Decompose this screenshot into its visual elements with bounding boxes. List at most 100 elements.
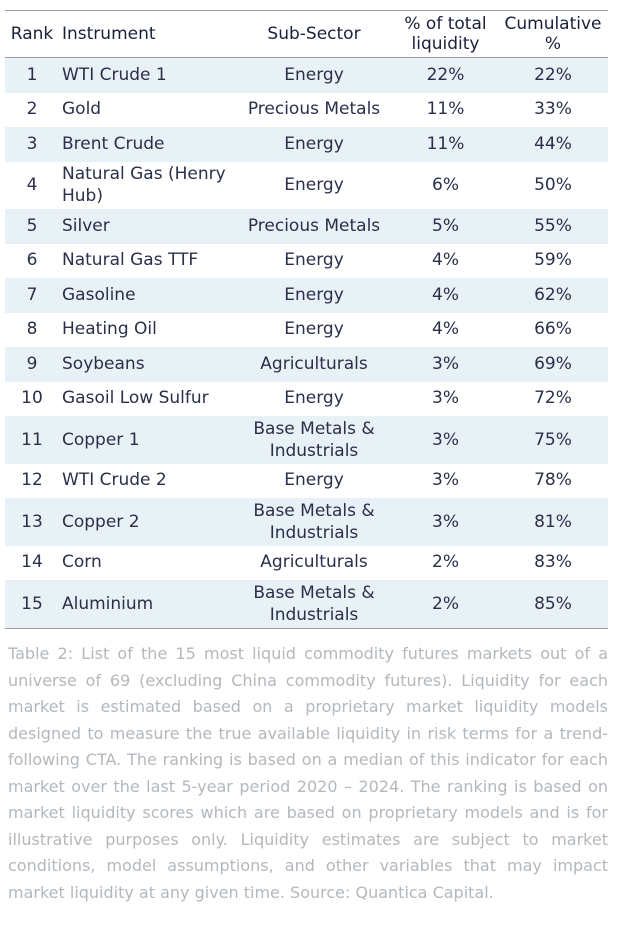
cell-sub-sector: Precious Metals: [247, 99, 381, 120]
cell-rank: 8: [26, 319, 38, 340]
cell-rank: 1: [26, 64, 38, 85]
cell-rank: 2: [26, 99, 38, 120]
cell-pct-total: 3%: [432, 429, 459, 450]
cell-sub-sector: Energy: [284, 284, 344, 305]
cell-instrument: Natural Gas TTF: [62, 250, 199, 271]
cell-sub-sector: Base Metals & Industrials: [253, 500, 375, 543]
cell-cumulative: 69%: [534, 353, 572, 374]
cell-rank: 13: [21, 511, 43, 532]
cell-cumulative: 50%: [534, 175, 572, 196]
cell-cumulative: 66%: [534, 319, 572, 340]
table-row: 13 Copper 2 Base Metals & Industrials 3% 81%: [5, 498, 608, 546]
cell-sub-sector: Energy: [284, 133, 344, 154]
cell-cumulative: 83%: [534, 552, 572, 573]
cell-pct-total: 3%: [432, 353, 459, 374]
cell-sub-sector: Energy: [284, 388, 344, 409]
cell-sub-sector: Energy: [284, 64, 344, 85]
cell-cumulative: 62%: [534, 284, 572, 305]
cell-rank: 7: [26, 284, 38, 305]
cell-instrument: Corn: [62, 552, 102, 573]
cell-cumulative: 22%: [534, 64, 572, 85]
table-row: 3 Brent Crude Energy 11% 44%: [5, 127, 608, 162]
cell-pct-total: 4%: [432, 250, 459, 271]
cell-cumulative: 81%: [534, 511, 572, 532]
table-row: 10 Gasoil Low Sulfur Energy 3% 72%: [5, 382, 608, 417]
cell-cumulative: 55%: [534, 215, 572, 236]
cell-cumulative: 75%: [534, 429, 572, 450]
table-row: 9 Soybeans Agriculturals 3% 69%: [5, 347, 608, 382]
cell-rank: 10: [21, 388, 43, 409]
cell-pct-total: 5%: [432, 215, 459, 236]
cell-sub-sector: Energy: [284, 250, 344, 271]
cell-instrument: Heating Oil: [62, 319, 157, 340]
table-row: 5 Silver Precious Metals 5% 55%: [5, 209, 608, 244]
cell-instrument: Gold: [62, 99, 102, 120]
cell-instrument: Gasoline: [62, 284, 136, 305]
cell-sub-sector: Energy: [284, 470, 344, 491]
cell-rank: 4: [26, 175, 38, 196]
cell-rank: 3: [26, 133, 38, 154]
cell-instrument: Soybeans: [62, 353, 145, 374]
header-pct-total: % of total liquidity: [404, 14, 487, 54]
table-row: 11 Copper 1 Base Metals & Industrials 3% 75%: [5, 416, 608, 464]
table-row: 15 Aluminium Base Metals & Industrials 2% 85…: [5, 580, 608, 628]
header-instrument: Instrument: [62, 24, 156, 44]
cell-pct-total: 6%: [432, 175, 459, 196]
cell-cumulative: 44%: [534, 133, 572, 154]
cell-instrument: WTI Crude 2: [62, 470, 167, 491]
cell-pct-total: 3%: [432, 470, 459, 491]
cell-pct-total: 4%: [432, 319, 459, 340]
cell-sub-sector: Base Metals & Industrials: [253, 418, 375, 461]
table-row: 14 Corn Agriculturals 2% 83%: [5, 546, 608, 581]
cell-instrument: Brent Crude: [62, 133, 165, 154]
cell-sub-sector: Base Metals & Industrials: [253, 582, 375, 625]
cell-pct-total: 11%: [426, 133, 465, 154]
cell-instrument: Copper 1: [62, 429, 140, 450]
table-caption: Table 2: List of the 15 most liquid comm…: [8, 644, 608, 902]
cell-sub-sector: Energy: [284, 175, 344, 196]
cell-cumulative: 85%: [534, 593, 572, 614]
cell-pct-total: 4%: [432, 284, 459, 305]
cell-rank: 9: [26, 353, 38, 374]
cell-rank: 12: [21, 470, 43, 491]
cell-cumulative: 78%: [534, 470, 572, 491]
cell-instrument: Natural Gas (Henry Hub): [62, 164, 226, 207]
header-rank: Rank: [10, 24, 54, 44]
table-row: 12 WTI Crude 2 Energy 3% 78%: [5, 464, 608, 499]
cell-cumulative: 33%: [534, 99, 572, 120]
table-header: Rank Instrument Sub-Sector % of total li…: [5, 10, 608, 58]
header-sub-sector: Sub-Sector: [267, 24, 361, 44]
liquidity-table: Rank Instrument Sub-Sector % of total li…: [5, 10, 608, 629]
cell-pct-total: 2%: [432, 593, 459, 614]
cell-rank: 6: [26, 250, 38, 271]
table-row: 8 Heating Oil Energy 4% 66%: [5, 313, 608, 348]
cell-instrument: Silver: [62, 215, 110, 236]
cell-instrument: Aluminium: [62, 593, 154, 614]
cell-rank: 14: [21, 552, 43, 573]
table-row: 7 Gasoline Energy 4% 62%: [5, 278, 608, 313]
cell-pct-total: 22%: [426, 64, 465, 85]
cell-sub-sector: Precious Metals: [247, 215, 381, 236]
cell-pct-total: 3%: [432, 511, 459, 532]
header-cumulative: Cumulative %: [504, 14, 602, 54]
cell-pct-total: 2%: [432, 552, 459, 573]
table-row: 6 Natural Gas TTF Energy 4% 59%: [5, 244, 608, 279]
cell-sub-sector: Agriculturals: [260, 353, 368, 374]
cell-cumulative: 72%: [534, 388, 572, 409]
cell-rank: 15: [21, 593, 43, 614]
table-body: 1 WTI Crude 1 Energy 22% 22% 2 Gold Precious Me…: [5, 57, 608, 628]
cell-rank: 11: [21, 429, 43, 450]
cell-instrument: Gasoil Low Sulfur: [62, 388, 209, 409]
header-row: Rank Instrument Sub-Sector % of total li…: [5, 10, 608, 58]
table-row: 2 Gold Precious Metals 11% 33%: [5, 93, 608, 128]
cell-pct-total: 3%: [432, 388, 459, 409]
table-row: 1 WTI Crude 1 Energy 22% 22%: [5, 57, 608, 93]
cell-instrument: Copper 2: [62, 511, 140, 532]
cell-rank: 5: [26, 215, 38, 236]
cell-sub-sector: Agriculturals: [260, 552, 368, 573]
cell-instrument: WTI Crude 1: [62, 64, 167, 85]
table-row: 4 Natural Gas (Henry Hub) Energy 6% 50%: [5, 162, 608, 210]
cell-sub-sector: Energy: [284, 319, 344, 340]
cell-cumulative: 59%: [534, 250, 572, 271]
